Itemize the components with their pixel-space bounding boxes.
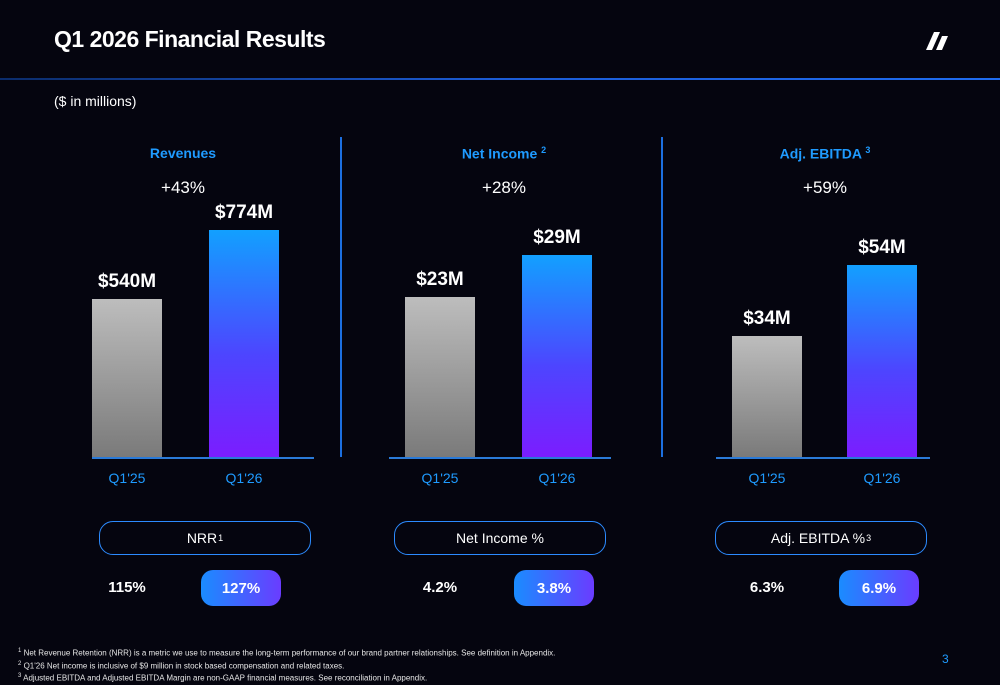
header-divider (0, 78, 1000, 80)
x-tick-label: Q1'25 (421, 470, 459, 486)
x-tick-label: Q1'25 (748, 470, 786, 486)
x-axis-baseline (92, 457, 314, 459)
metric-curr-value: 3.8% (514, 570, 594, 606)
chart-title: Revenues (149, 145, 217, 161)
metric-pill: NRR 1 (99, 521, 311, 555)
chart-panel-2: Net Income 2 +28% $23M Q1'25 $29M Q1'26 Net In… (343, 0, 665, 685)
panel-divider-1 (340, 137, 342, 457)
footnotes: 1 Net Revenue Retention (NRR) is a metri… (18, 646, 555, 684)
metric-pill: Net Income % (394, 521, 606, 555)
metric-pill: Adj. EBITDA % 3 (715, 521, 927, 555)
x-tick-label: Q1'26 (863, 470, 901, 486)
x-tick-label: Q1'25 (108, 470, 146, 486)
bar-q1-25 (92, 299, 162, 457)
chart-panel-1: Revenues +43% $540M Q1'25 $774M Q1'26 NRR 1 115%… (22, 0, 344, 685)
x-axis-baseline (716, 457, 930, 459)
footnote-3: 3 Adjusted EBITDA and Adjusted EBITDA Ma… (18, 673, 428, 683)
data-label: $29M (533, 227, 581, 248)
panel-divider-2 (661, 137, 663, 457)
metric-prev-value: 4.2% (422, 579, 458, 596)
x-axis-baseline (389, 457, 611, 459)
footnote-1: 1 Net Revenue Retention (NRR) is a metri… (18, 648, 556, 658)
x-tick-label: Q1'26 (225, 470, 263, 486)
chart-panel-3: Adj. EBITDA 3 +59% $34M Q1'25 $54M Q1'26 Adj. … (664, 0, 986, 685)
x-tick-label: Q1'26 (538, 470, 576, 486)
page-number: 3 (942, 652, 949, 666)
slash-stripes-logo-icon (926, 32, 948, 50)
data-label: $23M (416, 269, 464, 290)
bar-q1-25 (405, 297, 475, 457)
growth-label: +59% (803, 178, 847, 197)
metric-curr-value: 6.9% (839, 570, 919, 606)
chart-title: Adj. EBITDA 3 (779, 145, 871, 162)
data-label: $34M (743, 308, 791, 329)
growth-label: +43% (161, 178, 205, 197)
bar-q1-26 (522, 255, 592, 457)
bar-q1-26 (209, 230, 279, 457)
growth-label: +28% (482, 178, 526, 197)
data-label: $540M (97, 271, 157, 292)
bar-q1-26 (847, 265, 917, 457)
footnote-2: 2 Q1'26 Net income is inclusive of $9 mi… (18, 660, 345, 671)
metric-curr-value: 127% (201, 570, 281, 606)
bar-q1-25 (732, 336, 802, 457)
units-note: ($ in millions) (54, 93, 137, 109)
metric-prev-value: 6.3% (749, 579, 785, 596)
data-label: $54M (858, 237, 906, 258)
chart-title: Net Income 2 (461, 145, 547, 162)
data-label: $774M (214, 202, 274, 223)
page-title: Q1 2026 Financial Results (54, 26, 326, 52)
metric-prev-value: 115% (108, 579, 146, 596)
